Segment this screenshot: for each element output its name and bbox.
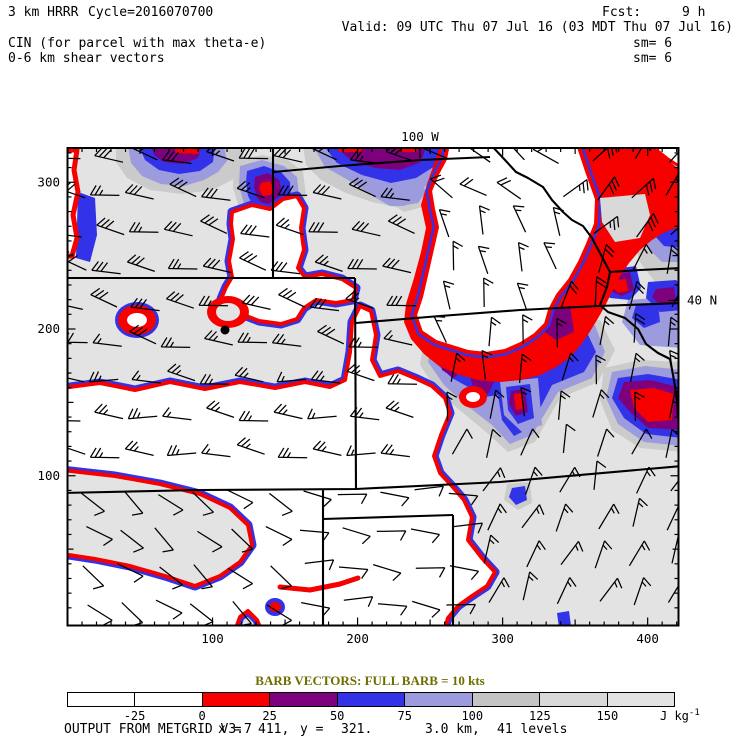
y-label: y = [300, 722, 324, 737]
white-corner-ne [655, 148, 679, 168]
colorbar-cell-5 [405, 693, 473, 706]
station-dot [220, 325, 230, 335]
fcst-value: 9 h [682, 5, 706, 20]
missouri-river [492, 148, 679, 419]
map-frame [66, 147, 680, 627]
red-ring-4-core [466, 392, 480, 402]
valid-time: Valid: 09 UTC Thu 07 Jul 16 (03 MDT Thu … [341, 20, 733, 35]
fcst-label: Fcst: [602, 5, 642, 20]
state-border-ok-tx-south [322, 513, 454, 521]
gray-wedge [67, 468, 254, 588]
purple-topc [336, 148, 426, 170]
colorbar-cell-0 [68, 693, 136, 706]
model-label: 3 km HRRR [8, 5, 79, 20]
white-left-strip [67, 148, 81, 259]
state-border-ks-ne-40n [355, 302, 679, 325]
colorbar-cell-7 [540, 693, 608, 706]
cycle-label: Cycle=2016070700 [88, 5, 214, 20]
colorbar-tick-label: 25 [262, 709, 277, 723]
colorbar-tick-label: 75 [397, 709, 412, 723]
field-title-2: 0-6 km shear vectors [8, 51, 165, 66]
metgrid-label: OUTPUT FROM METGRID V3.7 [64, 722, 252, 737]
colorbar-tick-label: -25 [123, 709, 146, 723]
red-ring-2-core [216, 303, 240, 321]
colorbar-tick-label: 100 [461, 709, 484, 723]
x-axis-label-100: 100 [201, 631, 224, 646]
x-label: x = [218, 722, 242, 737]
grid-spacing: 3.0 km, [425, 722, 480, 737]
blue-strip-fringe [76, 192, 97, 262]
colorbar-cell-6 [472, 693, 541, 706]
blue-mo-4 [632, 303, 660, 328]
x-axis-label-200: 200 [346, 631, 369, 646]
sm-value-2: sm= 6 [633, 51, 673, 66]
colorbar-units: J kg-1 [660, 708, 700, 723]
barb-vector-legend: BARB VECTORS: FULL BARB = 10 kts [255, 673, 485, 688]
colorbar-cell-2 [202, 693, 271, 706]
colorbar-cell-4 [337, 693, 406, 706]
field-title-1: CIN (for parcel with max theta-e) [8, 36, 267, 51]
colorbar-cell-1 [135, 693, 203, 706]
red-top-nw [174, 148, 201, 154]
levels-count: 41 levels [497, 722, 568, 737]
axis-ticks [67, 148, 679, 626]
colorbar-tick-label: 150 [596, 709, 619, 723]
colorbar [67, 692, 675, 707]
y-axis-label-300: 300 [37, 174, 60, 189]
colorbar-cell-8 [607, 693, 674, 706]
red-island-line [277, 575, 361, 593]
state-border-ne-north [272, 155, 491, 174]
x-axis-label-400: 400 [636, 631, 659, 646]
wind-barbs [67, 148, 679, 626]
colorbar-tick-label: 50 [329, 709, 345, 723]
y-axis-label-200: 200 [37, 321, 60, 336]
red-ring-3-core [269, 602, 281, 612]
colorbar-cell-3 [270, 693, 338, 706]
state-border-co-ks [353, 277, 358, 491]
red-ring-1-core [127, 313, 147, 327]
red-right-mid [630, 388, 674, 422]
colorbar-tick-label: 125 [529, 709, 551, 723]
x-axis-label-300: 300 [491, 631, 514, 646]
red-border [259, 181, 274, 196]
latitude-label: 40 N [687, 293, 717, 308]
gray-patch-in-white [600, 194, 650, 242]
state-border-ks-ok-37n [67, 465, 679, 494]
x-value: 411, [258, 722, 290, 737]
sm-value-1: sm= 6 [633, 36, 673, 51]
longitude-label: 100 W [401, 129, 439, 144]
colorbar-tick-label: 0 [198, 709, 206, 723]
blue-dot-s [509, 486, 527, 505]
y-value: 321. [341, 722, 373, 737]
y-axis-label-100: 100 [37, 468, 60, 483]
